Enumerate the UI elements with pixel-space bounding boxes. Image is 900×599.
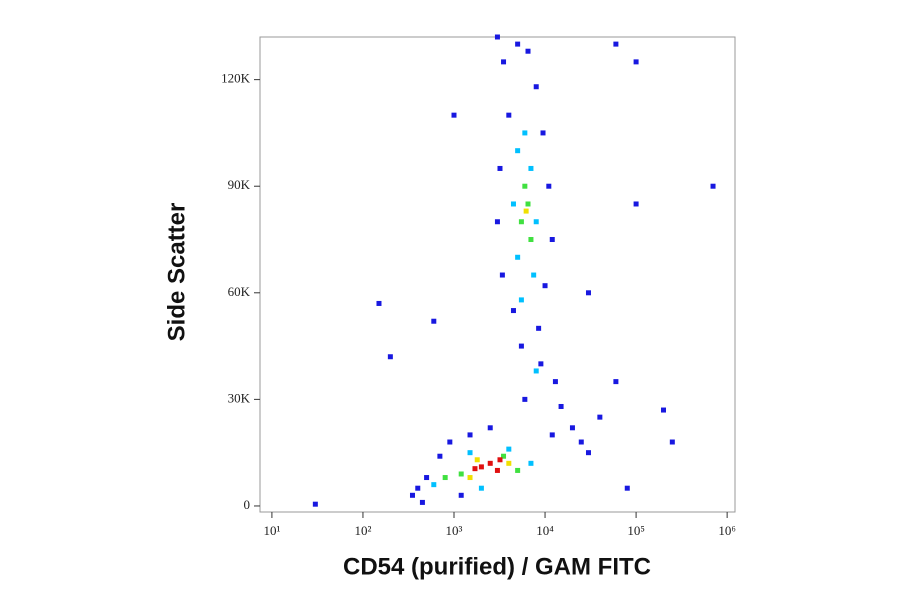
point xyxy=(518,219,524,225)
point xyxy=(501,59,507,65)
point xyxy=(506,112,512,118)
point xyxy=(478,485,484,491)
point xyxy=(546,183,552,189)
y-tick-label: 120K xyxy=(221,71,251,86)
point xyxy=(376,300,382,306)
x-tick-label: 10¹ xyxy=(263,523,280,538)
point xyxy=(569,425,575,431)
point xyxy=(633,59,639,65)
plot-frame xyxy=(259,36,736,513)
point xyxy=(522,183,528,189)
point xyxy=(624,485,630,491)
point xyxy=(510,308,516,314)
point xyxy=(633,201,639,207)
point xyxy=(467,450,473,456)
point xyxy=(578,439,584,445)
point xyxy=(497,457,503,463)
point xyxy=(523,208,529,214)
point xyxy=(528,237,534,243)
point xyxy=(528,165,534,171)
point xyxy=(487,460,493,466)
point xyxy=(518,297,524,303)
point xyxy=(472,466,478,472)
point xyxy=(585,450,591,456)
point xyxy=(533,219,539,225)
point xyxy=(419,499,425,505)
point xyxy=(522,130,528,136)
point xyxy=(494,467,500,473)
point xyxy=(533,368,539,374)
point xyxy=(312,501,318,507)
point xyxy=(613,41,619,47)
point xyxy=(510,201,516,207)
point xyxy=(442,475,448,481)
point xyxy=(497,165,503,171)
point xyxy=(474,457,480,463)
point xyxy=(499,272,505,278)
point xyxy=(515,148,521,154)
point xyxy=(525,201,531,207)
x-tick-label: 10³ xyxy=(446,523,463,538)
x-tick-label: 10² xyxy=(354,523,371,538)
point xyxy=(515,41,521,47)
point xyxy=(506,460,512,466)
point xyxy=(515,254,521,260)
point xyxy=(487,425,493,431)
point xyxy=(415,485,421,491)
x-tick-label: 10⁴ xyxy=(536,523,554,538)
point xyxy=(522,396,528,402)
point xyxy=(447,439,453,445)
x-tick-label: 10⁶ xyxy=(718,523,736,538)
y-tick-label: 90K xyxy=(228,177,251,192)
point xyxy=(431,318,437,324)
point xyxy=(542,283,548,289)
point xyxy=(613,379,619,385)
point xyxy=(710,183,716,189)
point xyxy=(451,112,457,118)
point xyxy=(552,379,558,385)
point xyxy=(467,475,473,481)
x-axis-title: CD54 (purified) / GAM FITC xyxy=(343,553,651,580)
point xyxy=(669,439,675,445)
point xyxy=(597,414,603,420)
point xyxy=(506,446,512,452)
point xyxy=(660,407,666,413)
point xyxy=(387,354,393,360)
point xyxy=(528,460,534,466)
point xyxy=(531,272,537,278)
point xyxy=(437,453,443,459)
point xyxy=(549,237,555,243)
point xyxy=(540,130,546,136)
point xyxy=(536,325,542,331)
point xyxy=(538,361,544,367)
point xyxy=(518,343,524,349)
point xyxy=(525,48,531,54)
point xyxy=(458,492,464,498)
point xyxy=(533,84,539,90)
x-tick-label: 10⁵ xyxy=(627,523,645,538)
point xyxy=(501,453,507,459)
y-tick-label: 0 xyxy=(244,497,251,512)
y-tick-label: 30K xyxy=(228,390,251,405)
point xyxy=(431,482,437,488)
point xyxy=(585,290,591,296)
point xyxy=(424,475,430,481)
point xyxy=(478,464,484,470)
point xyxy=(467,432,473,438)
point xyxy=(458,471,464,477)
point xyxy=(409,492,415,498)
point xyxy=(549,432,555,438)
point xyxy=(494,219,500,225)
y-tick-label: 60K xyxy=(228,284,251,299)
point xyxy=(558,403,564,409)
y-axis-title: Side Scatter xyxy=(163,203,190,342)
point xyxy=(515,467,521,473)
point xyxy=(494,34,500,40)
